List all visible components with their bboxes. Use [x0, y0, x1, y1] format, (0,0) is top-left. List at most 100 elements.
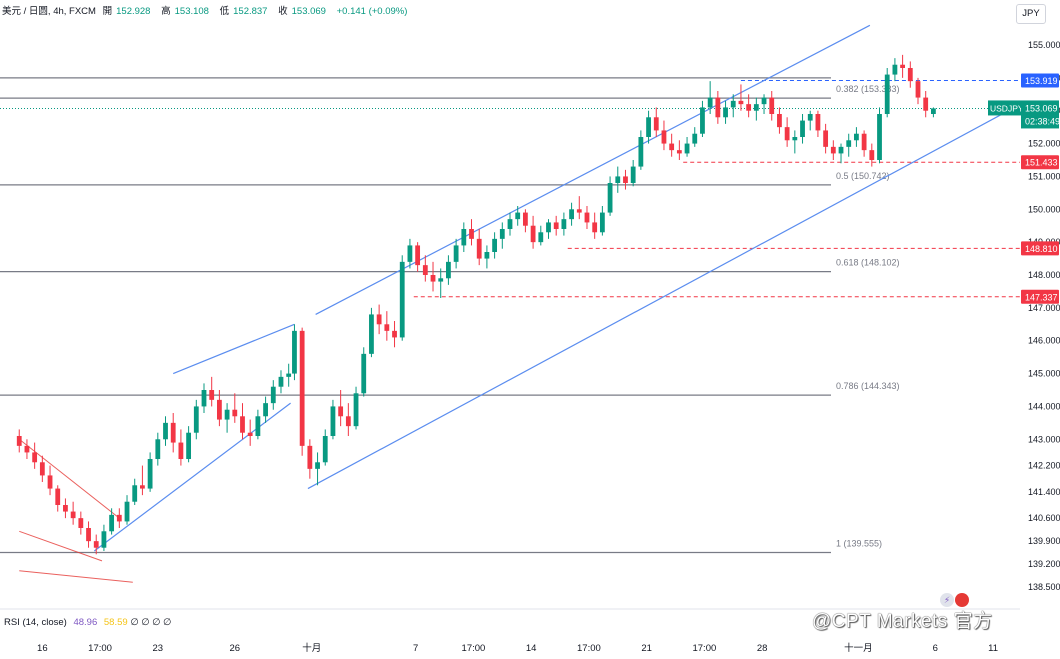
candle: [869, 143, 875, 167]
chart-header: 美元 / 日圆, 4h, FXCM 開 152.928 高 153.108 低 152…: [2, 3, 411, 17]
candle: [322, 429, 328, 466]
candle-body: [407, 245, 413, 262]
candle: [569, 202, 574, 226]
y-tick: 155.000: [1028, 40, 1060, 50]
candle: [16, 429, 22, 453]
candle: [278, 370, 284, 394]
candle-body: [499, 229, 505, 239]
y-tick: 151.000: [1028, 171, 1060, 181]
candle-body: [345, 416, 351, 427]
candle: [815, 110, 821, 137]
candle: [163, 416, 168, 446]
candle: [86, 521, 91, 548]
candle: [584, 206, 590, 229]
symbol-tag: USDJPY: [990, 103, 1024, 113]
candle: [877, 107, 882, 164]
candle: [576, 196, 582, 220]
candle-body: [93, 541, 99, 548]
candle-body: [630, 166, 636, 183]
axes: 155.000154.000153.000152.000151.000150.0…: [37, 40, 1060, 654]
candle: [24, 439, 30, 459]
x-tick: 28: [757, 643, 768, 654]
x-tick: 6: [933, 643, 938, 654]
change-value: +0.141 (+0.09%): [336, 6, 408, 17]
y-tick: 139.200: [1028, 559, 1060, 569]
candle-body: [55, 488, 61, 505]
candle-body: [615, 176, 621, 183]
candle-body: [369, 314, 374, 354]
symbol-title[interactable]: 美元 / 日圆, 4h, FXCM: [2, 6, 96, 17]
candle-body: [684, 143, 690, 154]
candle-body: [461, 229, 467, 246]
candle-body: [430, 275, 436, 282]
candle-body: [869, 150, 875, 160]
candle: [338, 390, 344, 427]
rsi-title: RSI (14, close): [4, 617, 67, 628]
candle-body: [384, 324, 390, 331]
candle: [761, 94, 767, 114]
candle-body: [569, 209, 574, 220]
candle: [546, 219, 551, 239]
candle-body: [170, 422, 176, 443]
candle-body: [292, 330, 297, 374]
x-tick: 16: [37, 643, 48, 654]
candle-body: [116, 514, 122, 522]
candle-body: [270, 386, 276, 404]
candle-body: [492, 238, 498, 252]
candle: [553, 215, 559, 236]
candle: [124, 495, 130, 525]
candle: [730, 94, 736, 118]
candle: [607, 176, 613, 216]
candle: [469, 219, 474, 246]
y-tick: 140.600: [1028, 513, 1060, 523]
candle-body: [584, 212, 590, 223]
close-value: 153.069: [291, 6, 326, 17]
candle: [407, 238, 413, 269]
candle: [476, 229, 482, 266]
candle-body: [661, 130, 667, 144]
candle-body: [522, 212, 528, 226]
candle: [415, 242, 421, 272]
lightning-icon[interactable]: ⚡: [940, 593, 954, 607]
candle: [453, 238, 459, 269]
low-value: 152.837: [233, 6, 268, 17]
currency-button[interactable]: JPY: [1016, 4, 1046, 24]
rsi-legend[interactable]: RSI (14, close) 48.96 58.59 ∅ ∅ ∅ ∅: [4, 617, 171, 628]
candle-body: [201, 390, 207, 407]
candle-body: [723, 107, 728, 118]
candle-body: [515, 212, 521, 220]
candle-body: [315, 462, 320, 469]
candle: [70, 501, 76, 525]
candle-body: [330, 406, 336, 436]
flag-icon[interactable]: [955, 593, 969, 607]
candle-body: [607, 183, 613, 213]
candle: [538, 225, 544, 246]
candle-body: [193, 406, 199, 433]
candle: [846, 133, 852, 157]
candle: [63, 498, 68, 519]
fib-label-2: 0.5 (150.742): [836, 171, 890, 181]
x-tick: 十一月: [844, 642, 873, 654]
candle-body: [576, 209, 582, 213]
candle: [446, 255, 451, 285]
candle: [830, 140, 836, 160]
candle-body: [78, 518, 84, 528]
candle: [438, 268, 444, 298]
candle: [155, 432, 161, 466]
candle-body: [224, 409, 230, 420]
channel-line-3: [315, 24, 871, 315]
candle: [422, 255, 428, 282]
candle-body: [232, 409, 238, 417]
candle-body: [507, 219, 513, 229]
candle-body: [792, 137, 798, 141]
candle: [209, 376, 215, 407]
candle-body: [322, 436, 328, 463]
price-tag-3: 148.810: [1025, 244, 1058, 254]
candle-body: [923, 97, 929, 111]
candle-body: [777, 114, 782, 128]
tag-bg-0: [1021, 73, 1059, 88]
candle-body: [784, 127, 790, 141]
candle: [116, 508, 122, 528]
candle-body: [353, 393, 359, 427]
